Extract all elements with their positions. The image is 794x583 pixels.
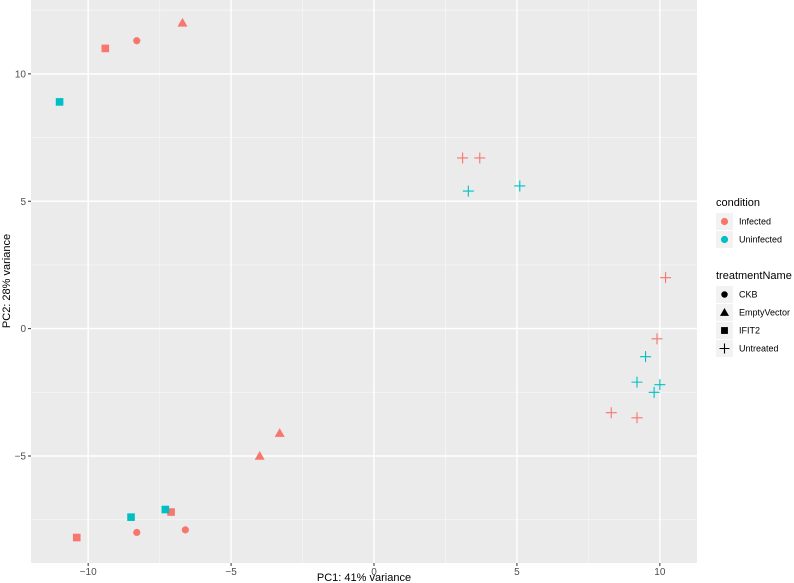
legend-title: treatmentName	[716, 270, 792, 282]
legend-label: Untreated	[739, 344, 779, 354]
x-axis-title: PC1: 41% variance	[317, 572, 411, 583]
data-points	[55, 17, 672, 542]
data-point	[462, 185, 474, 197]
y-tick-label: 0	[20, 324, 26, 335]
x-tick-label: 10	[654, 567, 666, 578]
data-point	[654, 379, 666, 391]
data-point	[177, 17, 188, 27]
legend-key-marker	[720, 308, 729, 316]
legend-label: Infected	[739, 217, 771, 227]
y-tick-label: 10	[15, 69, 27, 80]
x-axis: −10 −5 0 5 10	[80, 563, 666, 578]
x-tick-label: 5	[514, 567, 520, 578]
legend-label: IFIT2	[739, 326, 760, 336]
legend-key-marker	[721, 291, 728, 298]
legend-key-marker	[720, 235, 729, 244]
data-point	[161, 505, 170, 514]
legend-key-marker	[721, 327, 728, 334]
data-point	[605, 407, 617, 419]
legend-key-marker	[719, 343, 730, 354]
data-point	[631, 376, 643, 388]
legend-key-marker	[720, 217, 729, 226]
data-point	[274, 428, 285, 437]
y-tick-label: 5	[20, 197, 26, 208]
x-tick-label: −10	[80, 567, 97, 578]
minor-grid	[31, 0, 697, 563]
y-axis: −5 0 5 10	[15, 69, 31, 463]
data-point	[514, 180, 526, 192]
data-point	[457, 152, 469, 164]
data-point	[72, 533, 81, 542]
legend-label: EmptyVector	[739, 308, 790, 318]
y-tick-label: −5	[15, 452, 27, 463]
data-point	[133, 37, 141, 45]
legend-label: CKB	[739, 290, 758, 300]
x-tick-label: 0	[371, 567, 377, 578]
data-point	[651, 333, 663, 345]
data-point	[648, 386, 660, 398]
data-point	[660, 272, 672, 284]
data-point	[631, 412, 643, 424]
x-tick-label: −5	[225, 567, 237, 578]
legend-label: Uninfected	[739, 235, 782, 245]
legend: condition Infected Uninfected treatmentName…	[716, 197, 792, 357]
data-point	[640, 351, 652, 363]
plot-panel	[31, 0, 697, 563]
data-point	[181, 526, 189, 534]
data-point	[167, 508, 175, 516]
data-point	[55, 98, 64, 106]
major-grid	[31, 0, 697, 563]
data-point	[101, 44, 110, 53]
data-point	[133, 528, 141, 537]
y-axis-title: PC2: 28% variance	[1, 234, 13, 328]
legend-title: condition	[716, 197, 760, 209]
data-point	[254, 451, 265, 460]
data-point	[474, 152, 486, 164]
data-point	[127, 513, 135, 521]
